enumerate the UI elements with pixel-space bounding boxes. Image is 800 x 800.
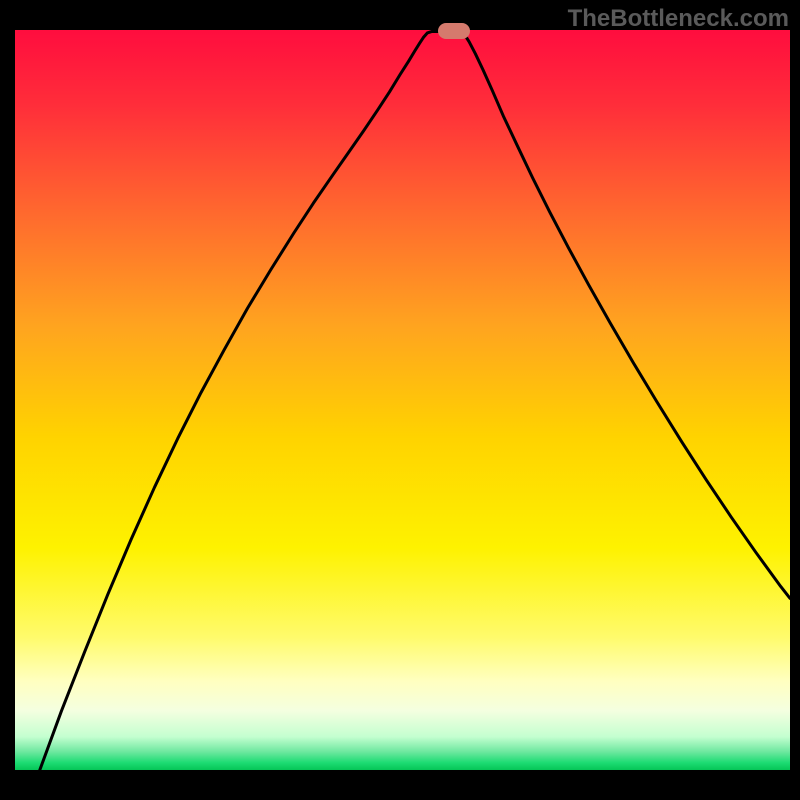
plot-area xyxy=(15,30,790,770)
bottleneck-curve xyxy=(40,31,790,770)
curve-layer xyxy=(15,30,790,770)
optimal-marker xyxy=(438,23,470,39)
chart-container: TheBottleneck.com xyxy=(0,0,800,800)
watermark-text: TheBottleneck.com xyxy=(568,5,789,33)
